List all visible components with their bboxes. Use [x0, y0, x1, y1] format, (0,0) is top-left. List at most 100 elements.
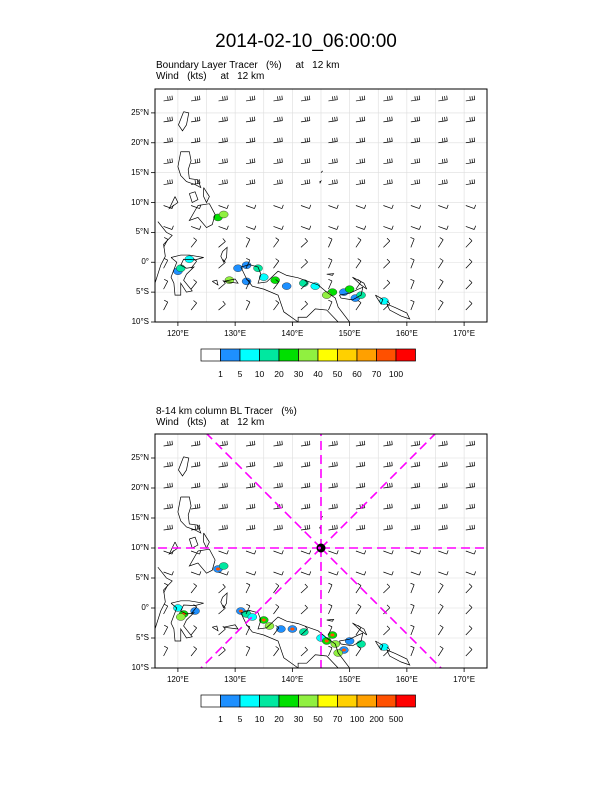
wind-barb-flag — [446, 571, 449, 576]
wind-barb-flag — [387, 96, 389, 101]
wind-barb-flag — [304, 279, 308, 284]
wind-barb-flag — [304, 179, 306, 184]
wind-barb-flag — [387, 117, 389, 122]
wind-barb — [218, 283, 226, 290]
wind-barb-flag — [196, 179, 199, 184]
coastline — [178, 111, 190, 132]
wind-barb-flag — [224, 462, 226, 467]
wind-barb-flag — [167, 179, 169, 184]
wind-barb-flag — [334, 504, 336, 509]
lon-tick-label: 150°E — [338, 329, 361, 338]
wind-barb-flag — [471, 116, 473, 121]
wind-barb-flag — [193, 300, 197, 304]
wind-barb-flag — [304, 646, 308, 651]
sounding-spoke — [320, 547, 442, 668]
wind-barb — [300, 586, 308, 594]
wind-barb — [328, 205, 338, 209]
wind-barb-flag — [249, 117, 251, 122]
wind-barb-flag — [361, 116, 363, 121]
wind-barb-flag — [306, 116, 309, 121]
wind-barb-flag — [473, 524, 476, 529]
wind-barb-flag — [164, 603, 168, 607]
wind-barb-flag — [281, 225, 284, 230]
colorbar-box — [317, 348, 338, 362]
wind-barb-flag — [361, 462, 363, 467]
wind-barb-flag — [279, 137, 281, 142]
lat-tick-label: 0° — [141, 257, 149, 267]
wind-barb-flag — [468, 279, 473, 283]
wind-barb-flag — [222, 583, 226, 588]
tracer-blob-core — [341, 648, 346, 652]
wind-barb-flag — [386, 583, 391, 587]
coastline — [339, 632, 364, 647]
wind-barb — [163, 486, 173, 489]
wind-barb-flag — [446, 524, 448, 529]
wind-barb-flag — [391, 158, 393, 163]
wind-barb-flag — [334, 116, 336, 121]
colorbar-box — [298, 348, 319, 362]
wind-barb-flag — [199, 503, 201, 508]
wind-barb-flag — [439, 258, 444, 261]
wind-barb — [245, 605, 251, 615]
wind-barb-flag — [359, 525, 361, 530]
wind-barb-flag — [357, 646, 362, 649]
wind-barb — [163, 141, 173, 144]
wind-barb-flag — [171, 158, 173, 163]
wind-barb-flag — [444, 95, 446, 101]
wind-barb-flag — [254, 116, 256, 121]
wind-barb — [410, 205, 420, 209]
wind-barb-flag — [169, 137, 171, 142]
wind-barb-flag — [416, 441, 418, 446]
wind-barb-flag — [410, 645, 415, 648]
wind-barb-flag — [254, 440, 256, 445]
wind-barb-flag — [222, 604, 226, 609]
panel1-subtitle-line2: Wind (kts) at 12 km — [156, 71, 265, 82]
wind-barb-flag — [439, 300, 444, 303]
wind-barb-flag — [389, 137, 391, 142]
wind-barb-flag — [304, 441, 306, 446]
wind-barb-flag — [359, 483, 361, 488]
wind-barb-flag — [441, 96, 444, 101]
wind-barb-flag — [391, 550, 394, 555]
wind-barb-flag — [328, 237, 333, 240]
wind-barb-flag — [171, 571, 174, 576]
wind-barb-flag — [199, 95, 201, 100]
wind-barb-flag — [196, 137, 199, 142]
wind-barb-flag — [306, 137, 309, 142]
wind-barb-flag — [359, 179, 361, 184]
wind-barb-flag — [199, 116, 201, 121]
wind-barb — [245, 626, 251, 636]
wind-barb-flag — [277, 117, 279, 122]
coastline — [386, 303, 411, 320]
wind-barb — [383, 261, 391, 269]
wind-barb-flag — [254, 550, 257, 555]
wind-barb-flag — [281, 571, 284, 576]
wind-barb-flag — [336, 440, 338, 445]
wind-barb-flag — [418, 550, 422, 555]
wind-barb-flag — [169, 158, 171, 163]
wind-barb-flag — [357, 237, 362, 241]
main-title: 2014-02-10_06:00:00 — [215, 31, 397, 52]
wind-barb-flag — [275, 300, 280, 304]
wind-barb — [190, 226, 200, 230]
wind-barb-flag — [193, 625, 197, 629]
lat-tick-label: 5°S — [136, 287, 149, 297]
wind-barb-flag — [441, 441, 444, 446]
wind-barb-flag — [254, 137, 256, 142]
lon-tick-label: 130°E — [224, 675, 247, 684]
lat-tick-label: 10°S — [131, 663, 149, 672]
wind-barb-flag — [277, 96, 279, 101]
lat-tick-label: 5°N — [135, 227, 149, 237]
wind-barb-flag — [332, 117, 334, 122]
wind-barb-flag — [226, 204, 229, 209]
wind-barb-flag — [193, 258, 197, 262]
wind-barb — [245, 239, 251, 248]
wind-barb — [190, 585, 197, 594]
wind-barb-flag — [416, 525, 418, 530]
wind-barb-flag — [196, 504, 199, 509]
wind-barb-flag — [251, 525, 254, 530]
wind-barb-flag — [364, 571, 367, 576]
wind-barb — [355, 302, 362, 311]
wind-barb-flag — [473, 95, 476, 100]
wind-barb-flag — [336, 95, 338, 100]
